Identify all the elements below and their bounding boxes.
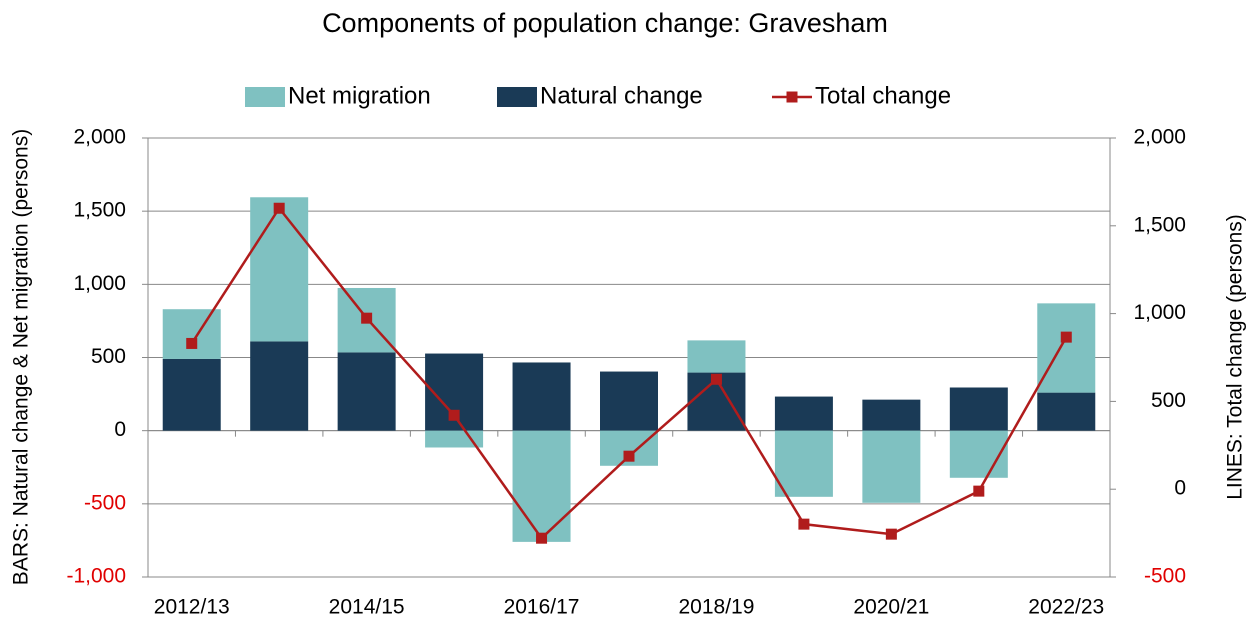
y-tick-label: 1,500 xyxy=(73,199,126,222)
y-axis-title: BARS: Natural change & Net migration (pe… xyxy=(10,129,33,585)
line-marker xyxy=(448,409,460,421)
legend-label: Natural change xyxy=(540,82,703,109)
legend-swatch xyxy=(245,87,285,107)
legend-label: Net migration xyxy=(288,82,431,109)
bar xyxy=(512,430,571,542)
y-tick-label: -1,000 xyxy=(66,565,126,588)
y-tick-label: 0 xyxy=(114,418,126,441)
legend-marker xyxy=(786,91,798,103)
line-marker xyxy=(1060,331,1072,343)
y2-tick-label: -500 xyxy=(1144,565,1186,588)
bar xyxy=(862,430,921,503)
bar xyxy=(1037,392,1096,431)
bar xyxy=(250,341,309,431)
bar xyxy=(337,352,396,431)
bar xyxy=(162,358,221,431)
bar xyxy=(687,340,746,373)
y2-tick-label: 2,000 xyxy=(1133,126,1186,149)
line-marker xyxy=(536,532,548,544)
line-marker xyxy=(623,450,635,462)
y-tick-label: 500 xyxy=(91,345,126,368)
line-marker xyxy=(885,528,897,540)
bar xyxy=(512,362,571,431)
x-tick-label: 2022/23 xyxy=(1028,596,1104,619)
x-tick-label: 2018/19 xyxy=(678,596,754,619)
y2-axis-title: LINES: Total change (persons) xyxy=(1224,214,1247,500)
y2-tick-label: 1,500 xyxy=(1133,213,1186,236)
y-tick-label: 1,000 xyxy=(73,272,126,295)
y2-tick-label: 1,000 xyxy=(1133,301,1186,324)
line-marker xyxy=(710,373,722,385)
bar xyxy=(949,430,1008,478)
line-marker xyxy=(798,518,810,530)
bar xyxy=(162,309,221,359)
x-tick-label: 2020/21 xyxy=(853,596,929,619)
line-marker xyxy=(273,202,285,214)
x-tick-label: 2016/17 xyxy=(504,596,580,619)
x-tick-label: 2012/13 xyxy=(154,596,230,619)
bar xyxy=(949,387,1008,431)
legend-label: Total change xyxy=(815,82,951,109)
bar xyxy=(774,430,833,497)
bar xyxy=(774,396,833,431)
bar xyxy=(1037,303,1096,393)
bar xyxy=(862,399,921,431)
y2-tick-label: 0 xyxy=(1174,477,1186,500)
x-tick-label: 2014/15 xyxy=(329,596,405,619)
line-marker xyxy=(361,312,373,324)
y-tick-label: -500 xyxy=(84,491,126,514)
line-marker xyxy=(973,485,985,497)
y-tick-label: 2,000 xyxy=(73,126,126,149)
bar xyxy=(250,197,309,342)
legend-swatch xyxy=(497,87,537,107)
bar xyxy=(600,371,658,431)
chart-title: Components of population change: Gravesh… xyxy=(322,8,888,38)
line-marker xyxy=(186,337,198,349)
y2-tick-label: 500 xyxy=(1151,389,1186,412)
